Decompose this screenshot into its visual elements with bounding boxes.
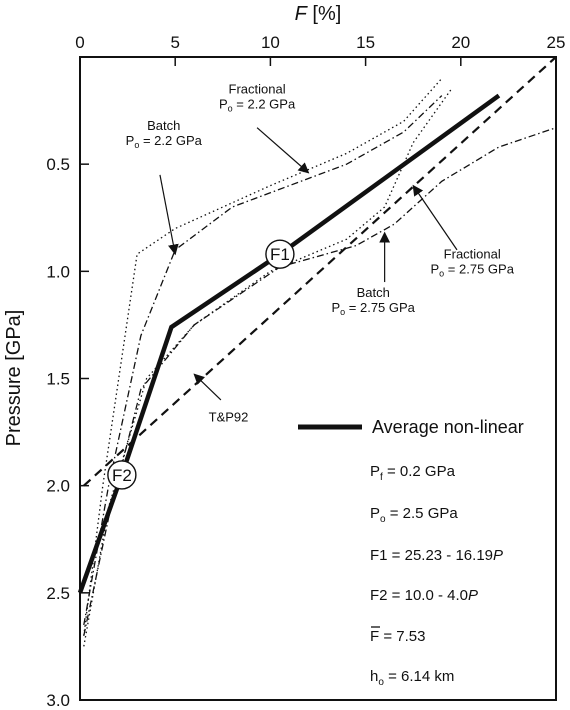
series-line-batch22 xyxy=(83,95,443,626)
annotation-label-batch22: Batch xyxy=(147,118,180,133)
annotation-label-frac275: Fractional xyxy=(444,246,501,261)
param-fbar: F = 7.53 xyxy=(370,628,425,645)
series-line-tp92 xyxy=(83,56,557,487)
annotation-label-tp92: T&P92 xyxy=(209,409,249,424)
annotation-arrow-batch22 xyxy=(159,174,179,256)
param-f2: F2 = 10.0 - 4.0P xyxy=(370,587,478,604)
y-tick-label-1.5: 1.5 xyxy=(46,370,70,389)
series-line-batch275 xyxy=(83,127,557,636)
marker-label-f2: F2 xyxy=(112,466,132,485)
y-tick-label-1: 1.0 xyxy=(46,262,70,281)
x-tick-label-15: 15 xyxy=(356,33,375,52)
parameter-block: Pf = 0.2 GPa Po = 2.5 GPa F1 = 25.23 - 1… xyxy=(370,463,503,688)
param-ho: ho = 6.14 km xyxy=(370,668,454,688)
x-tick-label-10: 10 xyxy=(261,33,280,52)
series-line-frac22 xyxy=(83,77,443,636)
annotation-arrow-tp92 xyxy=(193,373,222,401)
y-axis: 0.5 1.0 1.5 2.0 2.5 3.0 xyxy=(46,155,89,710)
x-tick-label-5: 5 xyxy=(170,33,179,52)
y-tick-label-2: 2.0 xyxy=(46,477,70,496)
marker-layer: F1 F2 xyxy=(107,239,295,490)
y-tick-label-2.5: 2.5 xyxy=(46,584,70,603)
marker-circle-f1 xyxy=(265,239,295,269)
annotation-pressure-frac275: Po = 2.75 GPa xyxy=(431,261,515,278)
annotation-pressure-batch275: Po = 2.75 GPa xyxy=(331,300,415,317)
legend: Average non-linear xyxy=(298,417,524,437)
param-po: Po = 2.5 GPa xyxy=(370,505,458,525)
y-tick-label-3: 3.0 xyxy=(46,691,70,710)
marker-label-f1: F1 xyxy=(270,245,290,264)
x-axis: 0 5 10 15 20 25 xyxy=(75,33,565,66)
y-axis-title: Pressure [GPa] xyxy=(3,310,25,447)
x-axis-title: F [%] xyxy=(295,3,342,25)
series-line-avg xyxy=(77,93,501,594)
annotation-arrow-frac275 xyxy=(412,184,458,251)
marker-circle-f2 xyxy=(107,460,137,490)
x-tick-label-20: 20 xyxy=(451,33,470,52)
param-f1: F1 = 25.23 - 16.19P xyxy=(370,547,503,564)
series-layer xyxy=(77,56,557,647)
legend-label-average: Average non-linear xyxy=(372,417,524,437)
annotation-label-frac22: Fractional xyxy=(229,81,286,96)
annotation-pressure-frac22: Po = 2.2 GPa xyxy=(219,96,296,113)
annotation-pressure-batch22: Po = 2.2 GPa xyxy=(126,133,203,150)
x-tick-label-0: 0 xyxy=(75,33,84,52)
param-pf: Pf = 0.2 GPa xyxy=(370,463,456,483)
annotation-label-batch275: Batch xyxy=(357,285,390,300)
annotation-arrow-frac22 xyxy=(256,127,310,174)
x-tick-label-25: 25 xyxy=(547,33,566,52)
y-tick-label-0.5: 0.5 xyxy=(46,155,70,174)
plot-frame xyxy=(79,56,557,701)
